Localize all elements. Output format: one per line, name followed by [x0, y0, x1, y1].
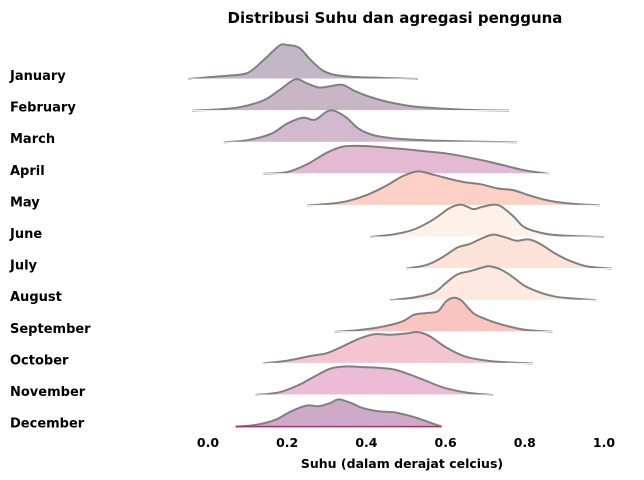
ridge-november [255, 365, 494, 396]
month-label-august: August [10, 290, 62, 305]
ridge-line-december [235, 398, 442, 428]
ridge-december [235, 398, 442, 428]
ridge-line-june [370, 203, 605, 238]
month-label-october: October [10, 353, 69, 368]
ridge-line-april [263, 144, 549, 175]
month-label-january: January [9, 69, 66, 84]
ridge-line-october [263, 331, 533, 365]
month-label-december: December [10, 417, 85, 432]
ridge-area-november [255, 366, 494, 395]
ridge-area-june [370, 204, 604, 237]
month-label-may: May [10, 195, 40, 210]
ridge-area-february [192, 79, 509, 111]
ridge-february [192, 78, 510, 112]
ridge-july [405, 233, 612, 270]
month-label-february: February [10, 101, 76, 116]
month-label-november: November [10, 385, 86, 400]
ridge-april [263, 144, 549, 175]
ridge-line-january [188, 43, 418, 80]
month-label-june: June [9, 227, 42, 242]
ridge-area-august [390, 266, 597, 301]
ridge-line-february [192, 78, 510, 112]
month-label-july: July [9, 259, 38, 274]
ridge-august [390, 265, 597, 302]
ridge-area-october [263, 332, 533, 364]
month-labels-group: January February March April May June July Augu… [9, 69, 91, 432]
ridge-line-july [405, 233, 612, 270]
ridge-may [306, 170, 601, 207]
x-tick-label: 0.4 [355, 435, 377, 450]
ridge-area-december [235, 399, 442, 427]
x-tick-label: 0.0 [197, 435, 219, 450]
ridge-line-november [255, 365, 494, 396]
ridge-area-may [307, 171, 600, 206]
chart-title: Distribusi Suhu dan agregasi pengguna [228, 9, 563, 27]
ridge-october [263, 331, 533, 365]
ridge-march [223, 109, 517, 144]
x-tick-label: 1.0 [593, 435, 615, 450]
ridge-line-may [306, 170, 601, 207]
ridge-area-july [406, 234, 612, 269]
x-tick-label: 0.8 [514, 435, 536, 450]
x-axis-title: Suhu (dalam derajat celcius) [301, 456, 503, 471]
ridge-area-march [223, 110, 517, 143]
month-label-april: April [10, 164, 45, 179]
month-label-september: September [10, 322, 91, 337]
month-label-march: March [10, 132, 55, 147]
ridge-june [370, 203, 605, 238]
ridge-september [334, 296, 553, 333]
ridge-area-september [334, 297, 553, 332]
x-tick-labels-group: 0.0 0.2 0.4 0.6 0.8 1.0 [197, 435, 615, 450]
ridge-january [188, 43, 418, 80]
x-tick-label: 0.6 [435, 435, 457, 450]
ridge-line-august [390, 265, 597, 302]
ridge-line-march [223, 109, 517, 144]
x-tick-label: 0.2 [276, 435, 298, 450]
ridges-group [188, 43, 612, 428]
ridge-line-september [334, 296, 553, 333]
ridge-area-april [263, 145, 549, 174]
ridge-area-january [188, 44, 418, 79]
